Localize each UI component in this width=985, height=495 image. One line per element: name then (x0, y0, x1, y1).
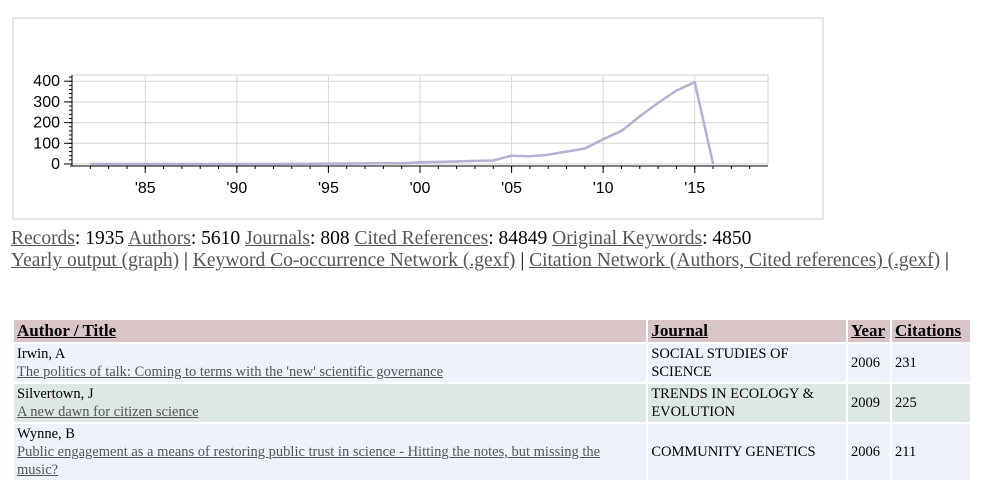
journals-link[interactable]: Journals (245, 228, 311, 249)
column-header-journal[interactable]: Journal (648, 320, 846, 342)
x-tick-label: '10 (593, 180, 614, 197)
year-cell: 2006 (848, 344, 890, 382)
x-tick-label: '15 (684, 180, 705, 197)
keyword-network-link[interactable]: Keyword Co-occurrence Network (.gexf) (192, 250, 516, 271)
journal-cell: SOCIAL STUDIES OF SCIENCE (648, 344, 846, 382)
x-tick-label: '00 (410, 180, 431, 197)
column-header-citations[interactable]: Citations (891, 320, 970, 342)
x-tick-label: '95 (318, 180, 339, 197)
x-tick-label: '05 (501, 180, 522, 197)
y-tick-label: 300 (33, 94, 60, 111)
table-row: Irwin, A The politics of talk: Coming to… (14, 344, 970, 382)
year-cell: 2009 (848, 384, 890, 422)
yearly-output-chart: 0 100 200 300 400 '85 '90 '95 '00 '05 '10 '15 (12, 17, 824, 220)
journal-cell: COMMUNITY GENETICS (648, 424, 846, 480)
yearly-output-link[interactable]: Yearly output (graph) (11, 250, 180, 271)
author-name: Silvertown, J (17, 386, 94, 402)
link-trailing-separator: | (940, 250, 949, 271)
journals-value: : 808 (310, 228, 350, 249)
records-link[interactable]: Records (11, 228, 75, 249)
records-table: Author / Title Journal Year Citations Ir… (12, 318, 972, 482)
records-value: : 1935 (74, 228, 125, 249)
y-tick-label: 0 (51, 156, 60, 173)
citations-cell: 225 (891, 384, 970, 422)
yearly-output-line (90, 80, 715, 166)
citations-cell: 211 (891, 424, 970, 480)
column-header-year[interactable]: Year (848, 320, 890, 342)
authors-link[interactable]: Authors (128, 228, 191, 249)
link-separator: | (179, 250, 193, 271)
year-cell: 2006 (848, 424, 890, 480)
cited-references-value: : 84849 (488, 228, 548, 249)
table-header-row: Author / Title Journal Year Citations (14, 320, 970, 342)
line-chart-svg: 0 100 200 300 400 '85 '90 '95 '00 '05 '10 '15 (33, 73, 769, 197)
paper-title-link[interactable]: The politics of talk: Coming to terms wi… (17, 364, 444, 380)
author-title-cell: Silvertown, J A new dawn for citizen sci… (14, 384, 647, 422)
author-title-cell: Irwin, A The politics of talk: Coming to… (14, 344, 647, 382)
original-keywords-value: : 4850 (702, 228, 752, 249)
author-name: Wynne, B (17, 426, 75, 442)
summary-stats: Records: 1935 Authors: 5610 Journals: 80… (11, 228, 976, 272)
authors-value: : 5610 (190, 228, 241, 249)
author-title-cell: Wynne, B Public engagement as a means of… (14, 424, 647, 480)
paper-title-link[interactable]: Public engagement as a means of restorin… (17, 444, 601, 478)
table-row: Wynne, B Public engagement as a means of… (14, 424, 970, 480)
citations-cell: 231 (891, 344, 970, 382)
table-row: Silvertown, J A new dawn for citizen sci… (14, 384, 970, 422)
original-keywords-link[interactable]: Original Keywords (552, 228, 703, 249)
paper-title-link[interactable]: A new dawn for citizen science (17, 404, 199, 420)
journal-cell: TRENDS IN ECOLOGY & EVOLUTION (648, 384, 846, 422)
citation-network-link[interactable]: Citation Network (Authors, Cited referen… (529, 250, 941, 271)
stats-line: Records: 1935 Authors: 5610 Journals: 80… (11, 228, 976, 250)
author-name: Irwin, A (17, 346, 66, 362)
cited-references-link[interactable]: Cited References (354, 228, 489, 249)
y-tick-label: 100 (33, 135, 60, 152)
x-tick-label: '85 (135, 180, 156, 197)
x-tick-label: '90 (226, 180, 247, 197)
export-links: Yearly output (graph) | Keyword Co-occur… (11, 250, 976, 272)
y-tick-label: 200 (33, 115, 60, 132)
column-header-author-title[interactable]: Author / Title (14, 320, 647, 342)
link-separator: | (515, 250, 530, 271)
y-tick-label: 400 (33, 73, 60, 90)
